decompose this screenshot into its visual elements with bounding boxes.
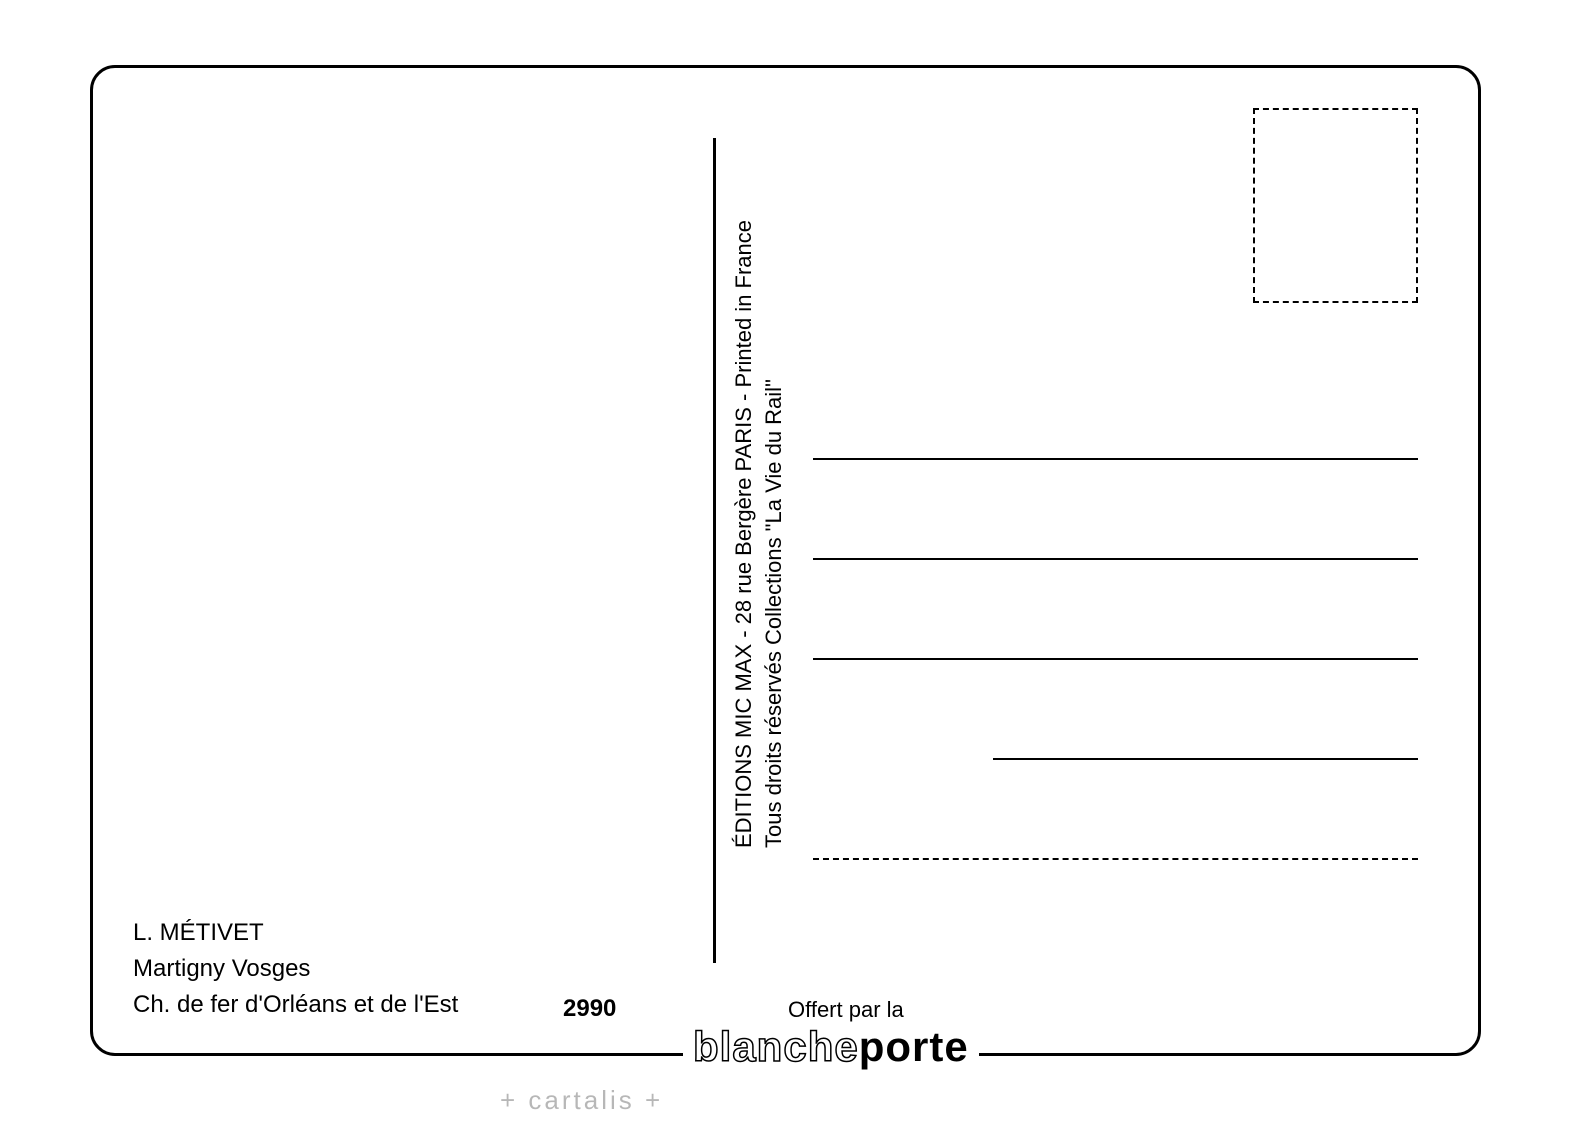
address-line-3 <box>813 658 1418 660</box>
reference-number: 2990 <box>563 995 616 1023</box>
address-line-2 <box>813 558 1418 560</box>
center-divider <box>713 138 716 963</box>
railway-name: Ch. de fer d'Orléans et de l'Est <box>133 987 458 1023</box>
watermark: + cartalis + <box>500 1085 663 1116</box>
brand-logo: blancheporte <box>683 1023 979 1071</box>
address-line-4 <box>993 758 1418 760</box>
address-line-5 <box>813 858 1418 860</box>
postcard-frame: ÉDITIONS MIC MAX - 28 rue Bergère PARIS … <box>90 65 1481 1056</box>
stamp-placeholder <box>1253 108 1418 303</box>
brand-part1: blanche <box>693 1023 859 1070</box>
offered-by-text: Offert par la <box>788 997 904 1023</box>
publisher-line: ÉDITIONS MIC MAX - 28 rue Bergère PARIS … <box>731 220 757 848</box>
artist-name: L. MÉTIVET <box>133 915 458 951</box>
rights-collection-line: Tous droits réservés Collections "La Vie… <box>761 379 787 848</box>
address-line-1 <box>813 458 1418 460</box>
caption-block: L. MÉTIVET Martigny Vosges Ch. de fer d'… <box>133 915 458 1023</box>
location-name: Martigny Vosges <box>133 951 458 987</box>
brand-part2: porte <box>859 1023 969 1070</box>
